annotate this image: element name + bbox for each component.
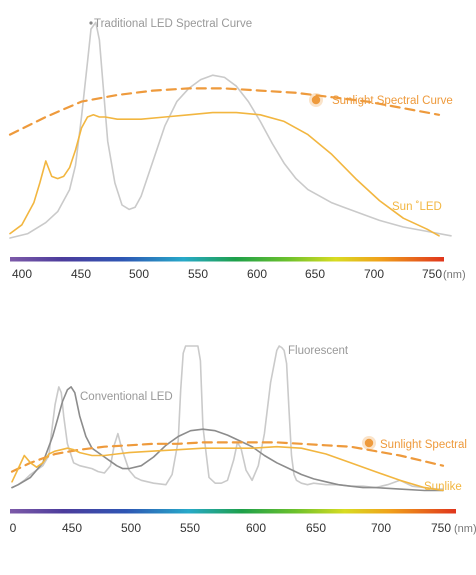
x-tick-label: 400 xyxy=(12,267,32,281)
x-tick-label: 600 xyxy=(247,267,267,281)
x-tick-label: 500 xyxy=(121,521,141,535)
series-line-traditional-led-spectral-curve xyxy=(9,21,452,239)
chart-top-tick-labels: 400 450 500 550 600 650 700 750 xyxy=(12,267,442,281)
series-label-conventional-led: Conventional LED xyxy=(80,391,173,403)
x-tick-label: 650 xyxy=(305,267,325,281)
x-tick-label: 500 xyxy=(129,267,149,281)
series-label-marker xyxy=(89,21,93,25)
series-label-sunlight-spectral-curve: Sunlight Spectral Curve xyxy=(332,95,453,107)
chart-bottom-series-labels: Fluorescent Conventional LED Sunlight Spec… xyxy=(80,345,467,493)
series-label-sun-led: Sun ˚LED xyxy=(392,201,442,213)
x-tick-label: 650 xyxy=(306,521,326,535)
x-tick-label: 550 xyxy=(188,267,208,281)
series-line-sunlike xyxy=(11,445,444,492)
x-tick-label: 0 xyxy=(10,521,17,535)
x-tick-label: 450 xyxy=(71,267,91,281)
series-label-marker xyxy=(364,438,374,448)
chart-bottom: 0 450 500 550 600 650 700 750 (nm) Fluorescent C… xyxy=(10,345,476,535)
chart-top-series xyxy=(8,21,452,239)
series-label-fluorescent: Fluorescent xyxy=(288,345,349,357)
series-line-conventional-led xyxy=(11,386,444,492)
series-line-sunlight-spectral-curve xyxy=(8,87,441,136)
chart-top-spectrum-bar xyxy=(10,257,444,262)
chart-bottom-spectrum-bar xyxy=(10,509,456,514)
x-tick-label: 750 xyxy=(422,267,442,281)
chart-bottom-unit-label: (nm) xyxy=(454,523,476,535)
series-line-sun-led xyxy=(9,111,440,237)
chart-top-series-labels: Traditional LED Spectral Curve Sunlight S… xyxy=(89,18,453,213)
chart-top-unit-label: (nm) xyxy=(443,269,466,281)
x-tick-label: 600 xyxy=(246,521,266,535)
x-tick-label: 750 xyxy=(431,521,451,535)
series-label-sunlike: Sunlike xyxy=(424,481,462,493)
series-label-marker xyxy=(311,95,321,105)
x-tick-label: 700 xyxy=(364,267,384,281)
chart-bottom-tick-labels: 0 450 500 550 600 650 700 750 xyxy=(10,521,452,535)
series-label-traditional-led-spectral-curve: Traditional LED Spectral Curve xyxy=(94,18,252,30)
series-line-sunlight-spectral xyxy=(10,441,445,473)
chart-bottom-series xyxy=(10,345,445,492)
series-label-sunlight-spectral: Sunlight Spectral xyxy=(380,439,467,451)
x-tick-label: 550 xyxy=(180,521,200,535)
x-tick-label: 450 xyxy=(62,521,82,535)
x-tick-label: 700 xyxy=(371,521,391,535)
series-line-fluorescent xyxy=(11,345,444,490)
chart-top: 400 450 500 550 600 650 700 750 (nm) Traditiona… xyxy=(8,18,466,281)
